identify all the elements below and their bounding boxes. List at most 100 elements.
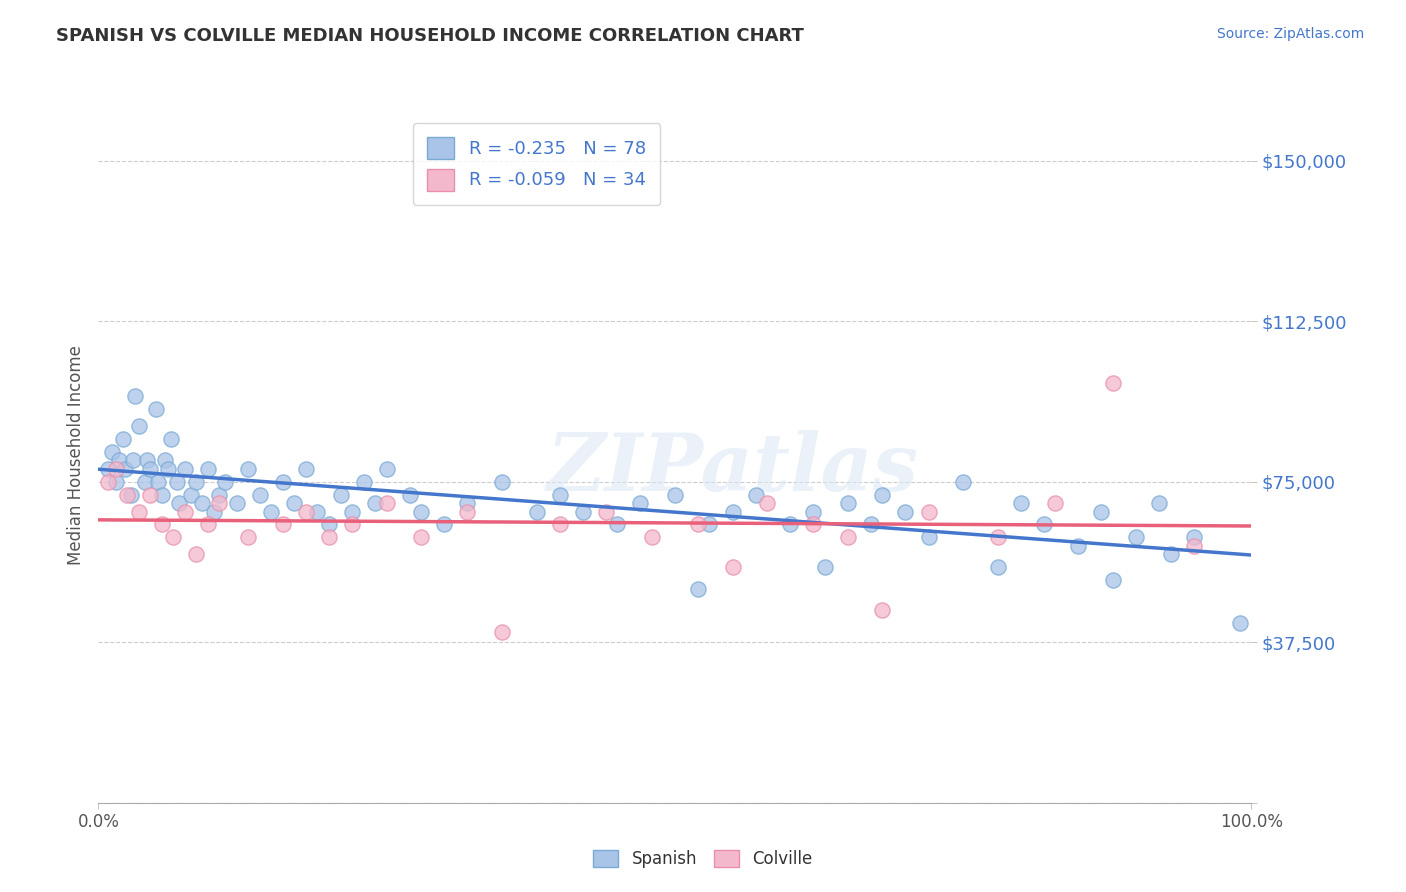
Point [987, 530, 1010, 544]
Point [1102, 376, 1125, 391]
Point [1125, 530, 1147, 544]
Point [283, 496, 305, 510]
Text: ZIPatlas: ZIPatlas [547, 430, 918, 508]
Point [1147, 496, 1170, 510]
Point [721, 560, 744, 574]
Text: Source: ZipAtlas.com: Source: ZipAtlas.com [1216, 27, 1364, 41]
Point [837, 496, 859, 510]
Point [150, 487, 173, 501]
Point [238, 530, 260, 544]
Point [108, 453, 131, 467]
Point [917, 530, 939, 544]
Point [160, 432, 183, 446]
Point [686, 517, 709, 532]
Point [104, 475, 127, 489]
Point [167, 496, 190, 510]
Point [664, 487, 686, 501]
Point [756, 496, 779, 510]
Point [148, 475, 170, 489]
Point [120, 487, 142, 501]
Point [987, 560, 1010, 574]
Point [135, 453, 157, 467]
Point [548, 517, 571, 532]
Point [197, 462, 219, 476]
Point [433, 517, 456, 532]
Point [197, 517, 219, 532]
Point [1067, 539, 1090, 553]
Point [801, 505, 824, 519]
Point [340, 505, 363, 519]
Point [375, 462, 398, 476]
Point [225, 496, 247, 510]
Point [779, 517, 801, 532]
Point [162, 530, 184, 544]
Point [208, 487, 231, 501]
Point [456, 505, 478, 519]
Point [837, 530, 859, 544]
Point [641, 530, 664, 544]
Point [97, 475, 120, 489]
Point [1102, 573, 1125, 587]
Point [548, 487, 571, 501]
Point [139, 462, 162, 476]
Point [139, 487, 162, 501]
Point [952, 475, 974, 489]
Point [744, 487, 766, 501]
Point [307, 505, 329, 519]
Legend: Spanish, Colville: Spanish, Colville [586, 843, 820, 875]
Point [526, 505, 548, 519]
Point [340, 517, 363, 532]
Point [456, 496, 478, 510]
Point [686, 582, 709, 596]
Point [872, 487, 894, 501]
Point [1182, 539, 1205, 553]
Point [180, 487, 202, 501]
Legend: R = -0.235   N = 78, R = -0.059   N = 34: R = -0.235 N = 78, R = -0.059 N = 34 [413, 123, 661, 205]
Point [917, 505, 939, 519]
Point [150, 517, 173, 532]
Point [814, 560, 837, 574]
Point [128, 419, 150, 434]
Point [411, 505, 433, 519]
Point [271, 517, 294, 532]
Point [872, 603, 894, 617]
Point [571, 505, 593, 519]
Point [1090, 505, 1112, 519]
Point [260, 505, 283, 519]
Point [191, 496, 214, 510]
Point [186, 548, 208, 562]
Point [122, 453, 145, 467]
Point [318, 517, 340, 532]
Point [134, 475, 156, 489]
Point [1032, 517, 1054, 532]
Point [202, 505, 225, 519]
Point [859, 517, 882, 532]
Point [721, 505, 744, 519]
Y-axis label: Median Household Income: Median Household Income [66, 345, 84, 565]
Point [117, 487, 139, 501]
Point [104, 462, 127, 476]
Point [208, 496, 231, 510]
Point [801, 517, 824, 532]
Point [364, 496, 387, 510]
Point [606, 517, 628, 532]
Point [1160, 548, 1182, 562]
Point [318, 530, 340, 544]
Point [491, 624, 513, 639]
Point [329, 487, 352, 501]
Point [1229, 615, 1251, 630]
Point [375, 496, 398, 510]
Point [166, 475, 188, 489]
Point [111, 432, 134, 446]
Point [295, 505, 318, 519]
Point [214, 475, 236, 489]
Point [1182, 530, 1205, 544]
Point [97, 462, 120, 476]
Point [128, 505, 150, 519]
Point [1010, 496, 1032, 510]
Point [174, 505, 197, 519]
Point [238, 462, 260, 476]
Text: SPANISH VS COLVILLE MEDIAN HOUSEHOLD INCOME CORRELATION CHART: SPANISH VS COLVILLE MEDIAN HOUSEHOLD INC… [56, 27, 804, 45]
Point [249, 487, 271, 501]
Point [353, 475, 375, 489]
